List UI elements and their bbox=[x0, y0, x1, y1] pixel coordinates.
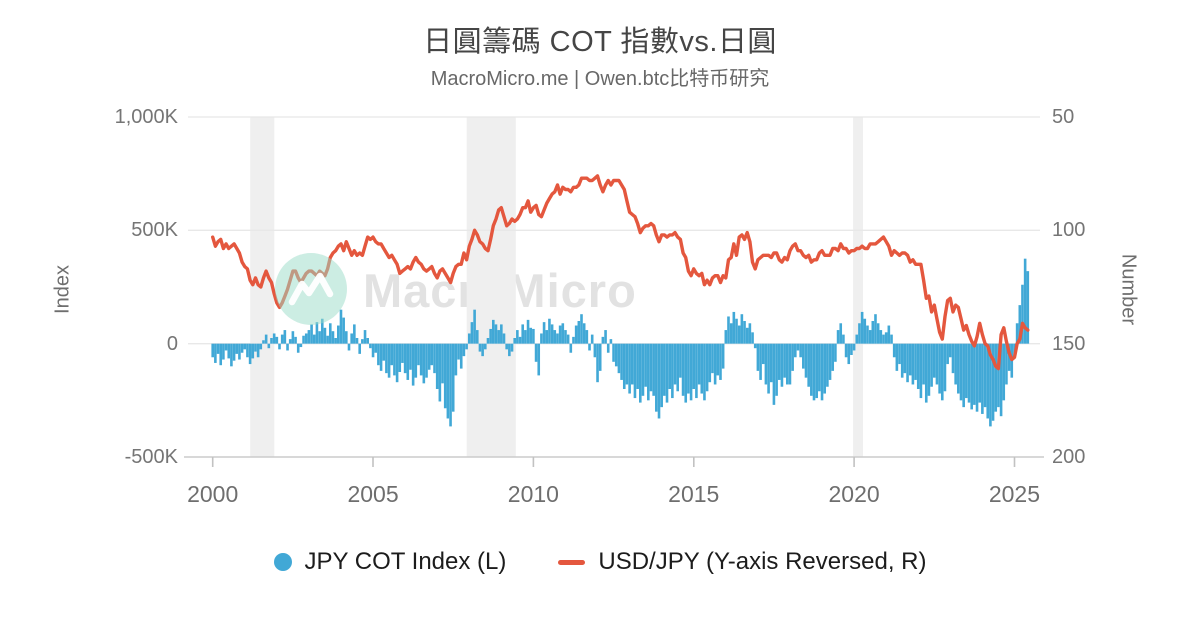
right-axis-tick-label: 50 bbox=[1052, 106, 1075, 128]
right-axis-tick-label: 100 bbox=[1052, 219, 1086, 242]
x-axis-tick-label: 2005 bbox=[347, 481, 399, 507]
x-axis-tick-label: 2010 bbox=[507, 481, 559, 507]
recession-band bbox=[466, 117, 516, 457]
usdjpy-series-marker-icon bbox=[558, 559, 586, 565]
chart-subtitle: MacroMicro.me | Owen.btc比特币研究 bbox=[430, 68, 770, 90]
cot-series-marker-icon bbox=[273, 553, 292, 571]
right-axis-tick-label: 150 bbox=[1052, 332, 1086, 355]
x-axis-tick-label: 2020 bbox=[828, 481, 880, 507]
right-axis-tick-label: 200 bbox=[1052, 446, 1086, 468]
legend-item-cot[interactable]: JPY COT Index (L) bbox=[273, 548, 507, 576]
left-axis-tick-label: 1,000K bbox=[114, 106, 178, 128]
x-axis-tick-label: 2025 bbox=[988, 481, 1041, 507]
left-axis-tick-label: -500K bbox=[124, 446, 178, 468]
x-axis-tick-label: 2015 bbox=[668, 481, 720, 507]
usdjpy-line-series[interactable] bbox=[211, 174, 1030, 371]
legend-usdjpy-label: USD/JPY (Y-axis Reversed, R) bbox=[598, 548, 927, 575]
left-axis-tick-label: 0 bbox=[166, 332, 178, 355]
chart-title: 日圓籌碼 COT 指數vs.日圓 bbox=[423, 26, 777, 58]
left-axis-tick-label: 500K bbox=[131, 219, 178, 242]
legend-item-usdjpy[interactable]: USD/JPY (Y-axis Reversed, R) bbox=[558, 548, 926, 576]
chart-canvas[interactable] bbox=[184, 116, 1044, 467]
x-axis-tick-label: 2000 bbox=[187, 481, 239, 507]
legend-cot-label: JPY COT Index (L) bbox=[304, 548, 507, 575]
chart-legend: JPY COT Index (L) USD/JPY (Y-axis Revers… bbox=[0, 548, 1200, 576]
macromicro-logo-icon bbox=[275, 253, 347, 325]
recession-band bbox=[853, 117, 863, 457]
